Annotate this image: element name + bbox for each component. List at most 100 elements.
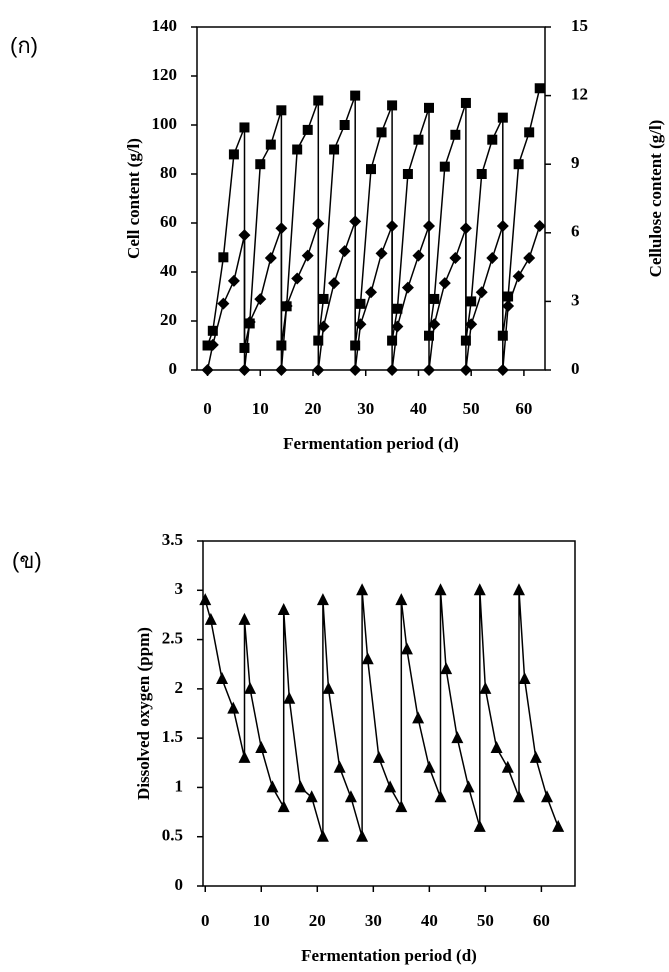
y-tick-label: 3.5 bbox=[162, 530, 183, 549]
diamond-marker bbox=[302, 250, 314, 262]
square-marker bbox=[303, 125, 313, 135]
square-marker bbox=[461, 98, 471, 108]
diamond-marker bbox=[339, 245, 351, 257]
triangle-marker bbox=[306, 790, 318, 802]
x-axis-title: Fermentation period (d) bbox=[301, 946, 477, 965]
diamond-marker bbox=[238, 364, 250, 376]
triangle-marker bbox=[474, 820, 486, 832]
triangle-marker bbox=[502, 761, 514, 773]
diamond-marker bbox=[275, 364, 287, 376]
triangle-marker bbox=[283, 692, 295, 704]
square-marker bbox=[255, 159, 265, 169]
x-tick-label: 50 bbox=[463, 399, 480, 418]
square-marker bbox=[340, 120, 350, 130]
y-tick-label: 140 bbox=[152, 16, 178, 35]
diamond-marker bbox=[349, 215, 361, 227]
diamond-marker bbox=[217, 298, 229, 310]
triangle-marker bbox=[238, 613, 250, 625]
triangle-marker bbox=[513, 583, 525, 595]
square-marker bbox=[477, 169, 487, 179]
square-marker bbox=[366, 164, 376, 174]
y-tick-label: 1.5 bbox=[162, 727, 183, 746]
diamond-marker bbox=[265, 252, 277, 264]
square-marker bbox=[450, 130, 460, 140]
triangle-marker bbox=[513, 790, 525, 802]
triangle-marker bbox=[216, 672, 228, 684]
diamond-marker bbox=[291, 273, 303, 285]
triangle-marker bbox=[227, 702, 239, 714]
triangle-marker bbox=[479, 682, 491, 694]
y2-tick-label: 6 bbox=[571, 222, 580, 241]
triangle-marker bbox=[530, 751, 542, 763]
square-marker bbox=[514, 159, 524, 169]
y-tick-label: 1 bbox=[175, 776, 184, 795]
diamond-marker bbox=[228, 275, 240, 287]
x-tick-label: 20 bbox=[305, 399, 322, 418]
triangle-marker bbox=[384, 780, 396, 792]
y-tick-label: 80 bbox=[160, 163, 177, 182]
y-tick-label: 2.5 bbox=[162, 628, 183, 647]
diamond-marker bbox=[534, 220, 546, 232]
series-line bbox=[208, 221, 540, 370]
diamond-marker bbox=[386, 220, 398, 232]
square-marker bbox=[266, 140, 276, 150]
square-marker bbox=[424, 103, 434, 113]
y2-tick-label: 9 bbox=[571, 153, 580, 172]
y-tick-label: 2 bbox=[175, 678, 184, 697]
triangle-marker bbox=[373, 751, 385, 763]
figure: 010203040506002040608010012014003691215F… bbox=[0, 0, 669, 972]
x-tick-label: 0 bbox=[201, 911, 210, 930]
diamond-marker bbox=[476, 286, 488, 298]
diamond-marker bbox=[423, 364, 435, 376]
triangle-marker bbox=[401, 642, 413, 654]
diamond-marker bbox=[497, 220, 509, 232]
triangle-marker bbox=[395, 593, 407, 605]
square-marker bbox=[429, 294, 439, 304]
diamond-marker bbox=[486, 252, 498, 264]
triangle-marker bbox=[423, 761, 435, 773]
diamond-marker bbox=[376, 247, 388, 259]
diamond-marker bbox=[412, 250, 424, 262]
x-tick-label: 60 bbox=[515, 399, 532, 418]
series-line bbox=[208, 88, 540, 348]
triangle-marker bbox=[356, 583, 368, 595]
y-axis-title: Dissolved oxygen (ppm) bbox=[134, 627, 153, 800]
triangle-marker bbox=[255, 741, 267, 753]
triangle-marker bbox=[519, 672, 531, 684]
triangle-marker bbox=[440, 662, 452, 674]
diamond-marker bbox=[386, 364, 398, 376]
square-marker bbox=[229, 149, 239, 159]
triangle-marker bbox=[491, 741, 503, 753]
square-marker bbox=[466, 296, 476, 306]
diamond-marker bbox=[402, 282, 414, 294]
square-marker bbox=[498, 113, 508, 123]
square-marker bbox=[440, 162, 450, 172]
diamond-marker bbox=[365, 286, 377, 298]
triangle-marker bbox=[334, 761, 346, 773]
diamond-marker bbox=[460, 364, 472, 376]
triangle-marker bbox=[278, 800, 290, 812]
y-tick-label: 120 bbox=[152, 65, 178, 84]
square-marker bbox=[292, 145, 302, 155]
diamond-marker bbox=[312, 218, 324, 230]
diamond-marker bbox=[328, 277, 340, 289]
x-tick-label: 40 bbox=[410, 399, 427, 418]
panel-label: (ก) bbox=[10, 33, 38, 58]
diamond-marker bbox=[523, 252, 535, 264]
triangle-marker bbox=[474, 583, 486, 595]
triangle-marker bbox=[322, 682, 334, 694]
triangle-marker bbox=[266, 780, 278, 792]
triangle-marker bbox=[362, 652, 374, 664]
triangle-marker bbox=[238, 751, 250, 763]
y-tick-label: 20 bbox=[160, 310, 177, 329]
triangle-marker bbox=[317, 593, 329, 605]
triangle-marker bbox=[205, 613, 217, 625]
y-tick-label: 0 bbox=[169, 359, 178, 378]
x-tick-label: 30 bbox=[357, 399, 374, 418]
triangle-marker bbox=[541, 790, 553, 802]
square-marker bbox=[276, 105, 286, 115]
diamond-marker bbox=[238, 229, 250, 241]
x-tick-label: 20 bbox=[309, 911, 326, 930]
triangle-marker bbox=[345, 790, 357, 802]
diamond-marker bbox=[275, 222, 287, 234]
